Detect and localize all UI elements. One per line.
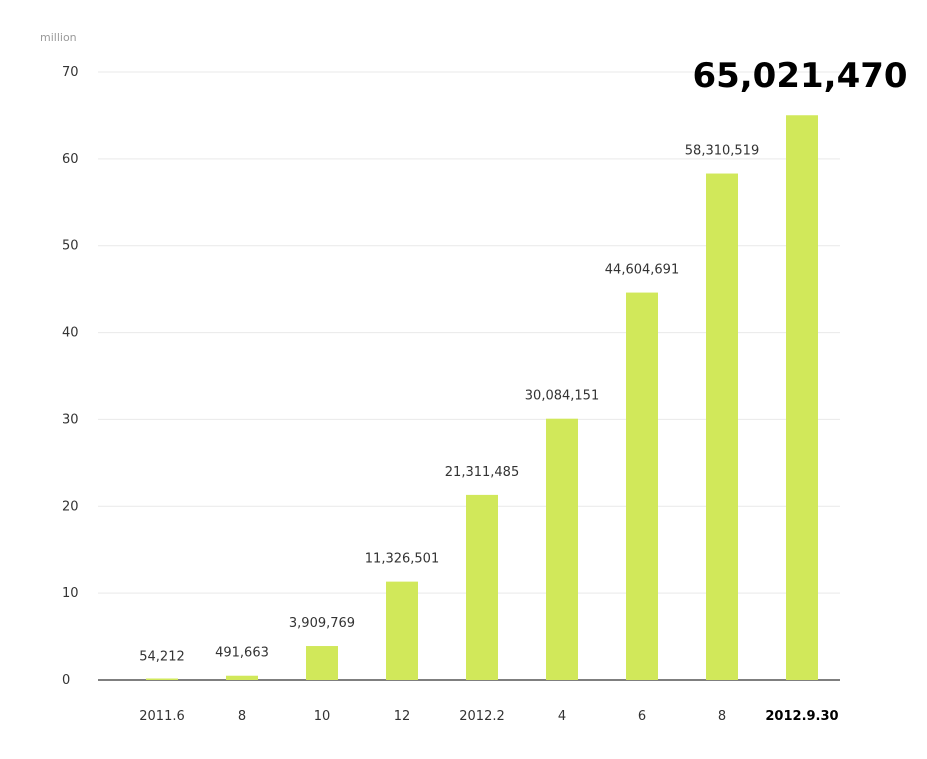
y-tick-label: 60 bbox=[62, 152, 79, 167]
bar bbox=[466, 494, 498, 680]
x-tick-label: 4 bbox=[558, 709, 566, 724]
data-label: 54,212 bbox=[139, 650, 185, 665]
y-tick-label: 70 bbox=[62, 65, 79, 80]
x-tick-label: 2012.2 bbox=[459, 709, 505, 724]
x-tick-label: 8 bbox=[718, 709, 726, 724]
bar bbox=[786, 115, 818, 681]
y-tick-label: 10 bbox=[62, 586, 79, 601]
data-label: 491,663 bbox=[215, 646, 269, 661]
bar bbox=[546, 418, 578, 680]
x-tick-label: 10 bbox=[314, 709, 331, 724]
y-tick-label: 20 bbox=[62, 499, 79, 514]
x-tick-label: 8 bbox=[238, 709, 246, 724]
data-label: 44,604,691 bbox=[605, 263, 679, 278]
data-label: 3,909,769 bbox=[289, 616, 355, 631]
bar bbox=[626, 292, 658, 680]
data-label-highlight: 65,021,470 bbox=[692, 56, 907, 96]
y-tick-label: 0 bbox=[62, 673, 70, 688]
data-label: 30,084,151 bbox=[525, 389, 599, 404]
x-tick-label: 12 bbox=[394, 709, 411, 724]
data-label: 21,311,485 bbox=[445, 465, 519, 480]
x-tick-label: 2012.9.30 bbox=[765, 709, 838, 724]
y-tick-label: 40 bbox=[62, 326, 79, 341]
data-label: 58,310,519 bbox=[685, 144, 759, 159]
bar bbox=[306, 646, 338, 680]
bar bbox=[386, 581, 418, 680]
x-tick-label: 2011.6 bbox=[139, 709, 185, 724]
y-tick-label: 50 bbox=[62, 239, 79, 254]
x-tick-label: 6 bbox=[638, 709, 646, 724]
y-tick-label: 30 bbox=[62, 412, 79, 427]
bar bbox=[146, 678, 178, 680]
bar bbox=[226, 675, 258, 680]
data-label: 11,326,501 bbox=[365, 552, 439, 567]
y-unit-label: million bbox=[40, 31, 77, 44]
bar bbox=[706, 173, 738, 680]
